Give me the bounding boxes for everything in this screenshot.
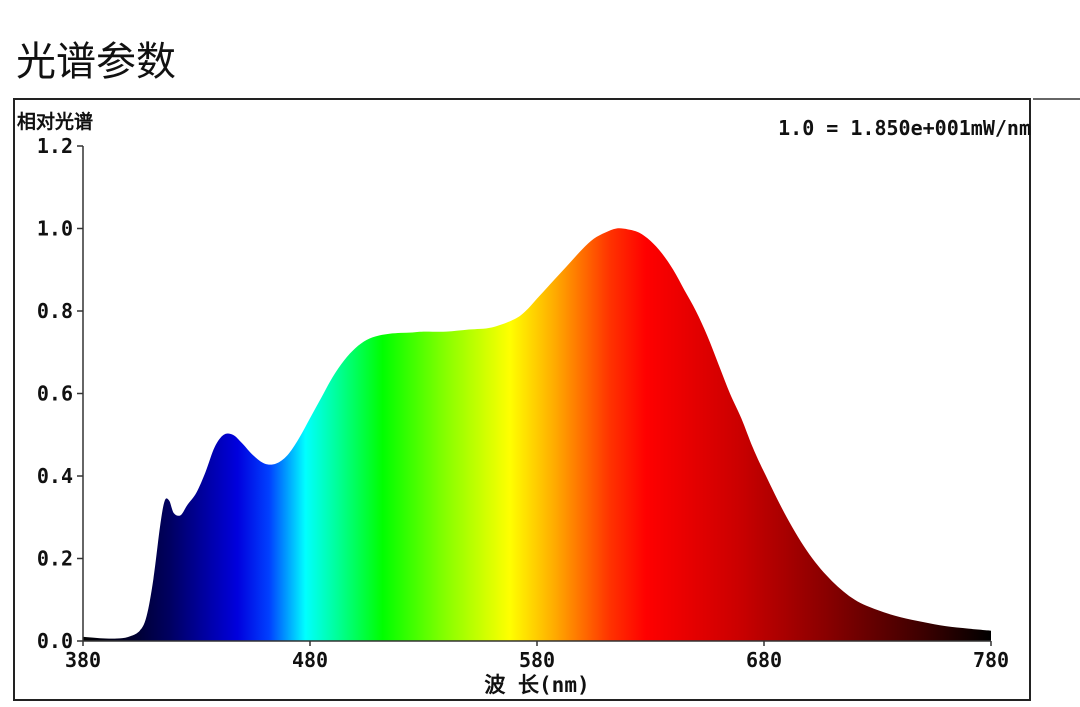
spectrum-area [83,228,991,641]
y-tick-label: 0.4 [37,464,73,488]
x-tick-label: 580 [519,648,555,672]
y-tick-label: 1.0 [37,217,73,241]
x-ticks: 380 480 580 680 780 [65,641,1009,672]
page-title: 光谱参数 [16,39,176,85]
x-tick-label: 780 [973,648,1009,672]
x-tick-label: 680 [746,648,782,672]
y-tick-label: 0.8 [37,299,73,323]
y-axis-label: 相对光谱 [17,110,93,133]
right-panel-edge [1033,98,1080,701]
x-tick-label: 380 [65,648,101,672]
x-axis-label: 波 长(nm) [484,673,589,697]
y-tick-label: 0.0 [37,629,73,653]
scale-note: 1.0 = 1.850e+001mW/nm [778,116,1031,140]
x-tick-label: 480 [292,648,328,672]
y-tick-label: 1.2 [37,134,73,158]
y-ticks: 0.0 0.2 0.4 0.6 0.8 1.0 1.2 [37,134,83,653]
y-tick-label: 0.6 [37,382,73,406]
y-tick-label: 0.2 [37,547,73,571]
